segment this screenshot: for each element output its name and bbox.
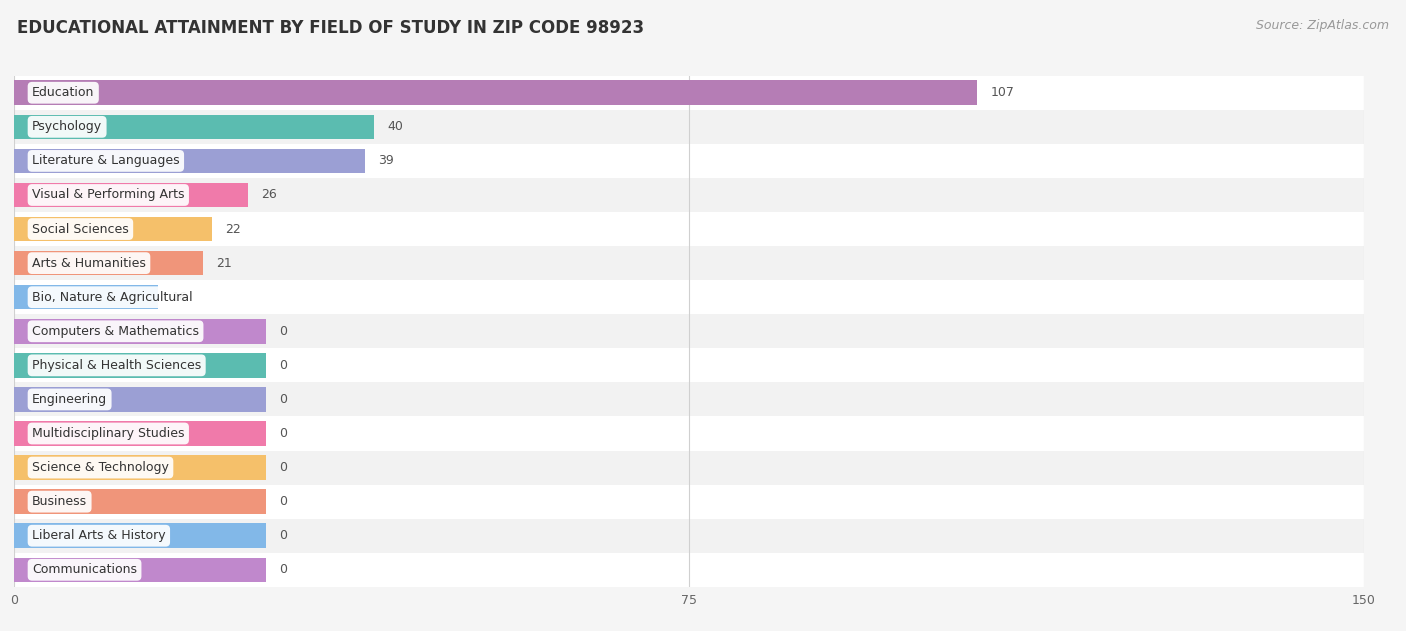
Text: Physical & Health Sciences: Physical & Health Sciences xyxy=(32,359,201,372)
Text: 0: 0 xyxy=(280,529,287,542)
Bar xyxy=(14,319,266,343)
Bar xyxy=(14,149,366,173)
Text: 0: 0 xyxy=(280,393,287,406)
Bar xyxy=(14,110,1364,144)
Text: 0: 0 xyxy=(280,495,287,508)
Text: Communications: Communications xyxy=(32,563,136,576)
Text: 0: 0 xyxy=(280,359,287,372)
Text: Social Sciences: Social Sciences xyxy=(32,223,129,235)
Bar xyxy=(14,353,266,377)
Bar xyxy=(14,251,202,275)
Bar xyxy=(14,280,1364,314)
Bar xyxy=(14,558,266,582)
Bar xyxy=(14,348,1364,382)
Bar xyxy=(14,416,1364,451)
Bar xyxy=(14,246,1364,280)
Bar xyxy=(14,456,266,480)
Bar xyxy=(14,422,266,445)
Bar xyxy=(14,178,1364,212)
Text: Multidisciplinary Studies: Multidisciplinary Studies xyxy=(32,427,184,440)
Bar xyxy=(14,115,374,139)
Bar xyxy=(14,519,1364,553)
Text: 0: 0 xyxy=(280,427,287,440)
Bar xyxy=(14,144,1364,178)
Text: Visual & Performing Arts: Visual & Performing Arts xyxy=(32,189,184,201)
Text: Business: Business xyxy=(32,495,87,508)
Bar xyxy=(14,285,157,309)
Bar xyxy=(14,553,1364,587)
Text: Science & Technology: Science & Technology xyxy=(32,461,169,474)
Text: 22: 22 xyxy=(225,223,242,235)
Text: 107: 107 xyxy=(990,86,1014,99)
Text: Literature & Languages: Literature & Languages xyxy=(32,155,180,167)
Text: Arts & Humanities: Arts & Humanities xyxy=(32,257,146,269)
Bar xyxy=(14,387,266,411)
Bar xyxy=(14,212,1364,246)
Text: 16: 16 xyxy=(172,291,187,304)
Text: Computers & Mathematics: Computers & Mathematics xyxy=(32,325,200,338)
Text: Psychology: Psychology xyxy=(32,121,103,133)
Text: Source: ZipAtlas.com: Source: ZipAtlas.com xyxy=(1256,19,1389,32)
Bar xyxy=(14,524,266,548)
Text: 21: 21 xyxy=(217,257,232,269)
Bar xyxy=(14,76,1364,110)
Text: 26: 26 xyxy=(262,189,277,201)
Text: 0: 0 xyxy=(280,563,287,576)
Text: Liberal Arts & History: Liberal Arts & History xyxy=(32,529,166,542)
Text: Bio, Nature & Agricultural: Bio, Nature & Agricultural xyxy=(32,291,193,304)
Text: Engineering: Engineering xyxy=(32,393,107,406)
Text: 40: 40 xyxy=(388,121,404,133)
Text: EDUCATIONAL ATTAINMENT BY FIELD OF STUDY IN ZIP CODE 98923: EDUCATIONAL ATTAINMENT BY FIELD OF STUDY… xyxy=(17,19,644,37)
Bar xyxy=(14,183,247,207)
Bar xyxy=(14,314,1364,348)
Bar xyxy=(14,217,212,241)
Bar xyxy=(14,81,977,105)
Bar xyxy=(14,485,1364,519)
Bar xyxy=(14,382,1364,416)
Text: 39: 39 xyxy=(378,155,394,167)
Text: 0: 0 xyxy=(280,461,287,474)
Bar xyxy=(14,451,1364,485)
Text: 0: 0 xyxy=(280,325,287,338)
Bar xyxy=(14,490,266,514)
Text: Education: Education xyxy=(32,86,94,99)
